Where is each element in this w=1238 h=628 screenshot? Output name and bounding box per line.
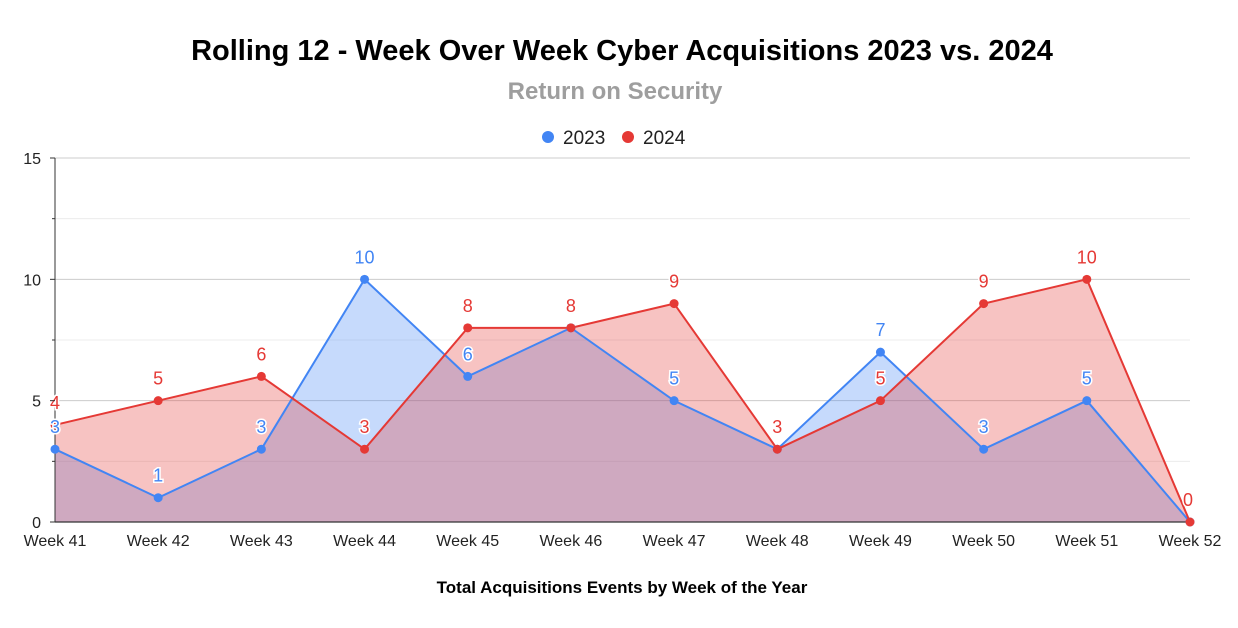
- point-2023-week-42: [153, 493, 163, 503]
- x-tick-label: Week 52: [1159, 533, 1222, 550]
- data-label-2023: 5: [669, 369, 679, 389]
- x-axis-ticks: Week 41 Week 42 Week 43 Week 44 Week 45 Week …: [24, 533, 1222, 550]
- data-label-2023: 5: [1082, 369, 1092, 389]
- point-2024-week-44: [360, 444, 370, 454]
- series-points: [50, 274, 1195, 527]
- x-tick-label: Week 46: [539, 533, 602, 550]
- data-label-2023: 10: [355, 247, 375, 267]
- data-label-2023: 3: [979, 417, 989, 437]
- point-2024-week-47: [669, 299, 679, 309]
- data-label-2024: 8: [463, 296, 473, 316]
- legend-label-2023: 2023: [563, 128, 605, 149]
- y-tick-label: 10: [23, 272, 41, 289]
- point-2024-week-52: [1185, 517, 1195, 527]
- point-2023-week-51: [1082, 396, 1092, 406]
- data-label-2023: 7: [875, 320, 885, 340]
- data-label-2024: 9: [979, 272, 989, 292]
- point-2023-week-45: [463, 371, 473, 381]
- series-lines: [54, 277, 1191, 523]
- series-areas: [55, 279, 1190, 522]
- x-tick-label: Week 48: [746, 533, 809, 550]
- data-label-2024: 6: [256, 344, 266, 364]
- data-label-2023: 6: [463, 344, 473, 364]
- x-tick-label: Week 51: [1055, 533, 1118, 550]
- data-label-2024: 8: [566, 296, 576, 316]
- x-axis-label: Total Acquisitions Events by Week of the…: [437, 578, 808, 597]
- point-2023-week-44: [360, 274, 370, 284]
- line-2024: [54, 278, 1191, 523]
- y-tick-label: 5: [32, 394, 41, 411]
- point-2024-week-43: [256, 371, 266, 381]
- x-tick-label: Week 49: [849, 533, 912, 550]
- x-tick-label: Week 44: [333, 533, 396, 550]
- y-tick-label: 15: [23, 151, 41, 168]
- point-2023-week-41: [50, 444, 60, 454]
- x-tick-label: Week 47: [643, 533, 706, 550]
- point-2024-week-49: [875, 396, 885, 406]
- area-2024: [55, 279, 1190, 522]
- legend-marker-2024: [622, 131, 634, 143]
- line-2023: [54, 277, 1191, 523]
- point-2023-week-50: [979, 444, 989, 454]
- data-label-2024: 5: [153, 369, 163, 389]
- point-2024-week-41: [50, 420, 60, 430]
- data-label-2024: 3: [360, 417, 370, 437]
- y-tick-label: 0: [32, 515, 41, 532]
- data-label-2023: 3: [50, 417, 60, 437]
- data-label-2023: 1: [153, 466, 163, 486]
- legend-marker-2023: [542, 131, 554, 143]
- point-2024-week-51: [1082, 274, 1092, 284]
- point-2024-week-42: [153, 396, 163, 406]
- legend-label-2024: 2024: [643, 128, 686, 149]
- point-2024-week-45: [463, 323, 473, 333]
- point-2024-week-50: [979, 299, 989, 309]
- point-2024-week-46: [566, 323, 576, 333]
- data-label-2024: 4: [50, 393, 60, 413]
- point-2023-week-43: [256, 444, 266, 454]
- chart-title: Rolling 12 - Week Over Week Cyber Acquis…: [191, 35, 1053, 67]
- data-label-2024: 5: [875, 369, 885, 389]
- point-2023-week-47: [669, 396, 679, 406]
- gridlines: [55, 157, 1190, 462]
- x-tick-label: Week 43: [230, 533, 293, 550]
- x-tick-label: Week 50: [952, 533, 1015, 550]
- data-label-2024: 10: [1077, 247, 1097, 267]
- point-2024-week-48: [772, 444, 782, 454]
- y-axis-ticks: 0 5 10 15: [23, 151, 55, 532]
- data-label-2024: 9: [669, 272, 679, 292]
- data-labels: 3 1 3 10 6 5 7 3 5 4 5 6 3 8 8 9 3 5 9 10 0: [48, 246, 1194, 512]
- point-2023-week-49: [875, 347, 885, 357]
- data-label-2024: 0: [1183, 490, 1193, 510]
- legend: 2023 2024: [542, 128, 686, 149]
- x-tick-label: Week 42: [127, 533, 190, 550]
- chart-subtitle: Return on Security: [508, 78, 723, 105]
- x-tick-label: Week 41: [24, 533, 87, 550]
- data-label-2023: 3: [256, 417, 266, 437]
- data-label-2024: 3: [772, 417, 782, 437]
- x-tick-label: Week 45: [436, 533, 499, 550]
- area-2023: [55, 279, 1190, 522]
